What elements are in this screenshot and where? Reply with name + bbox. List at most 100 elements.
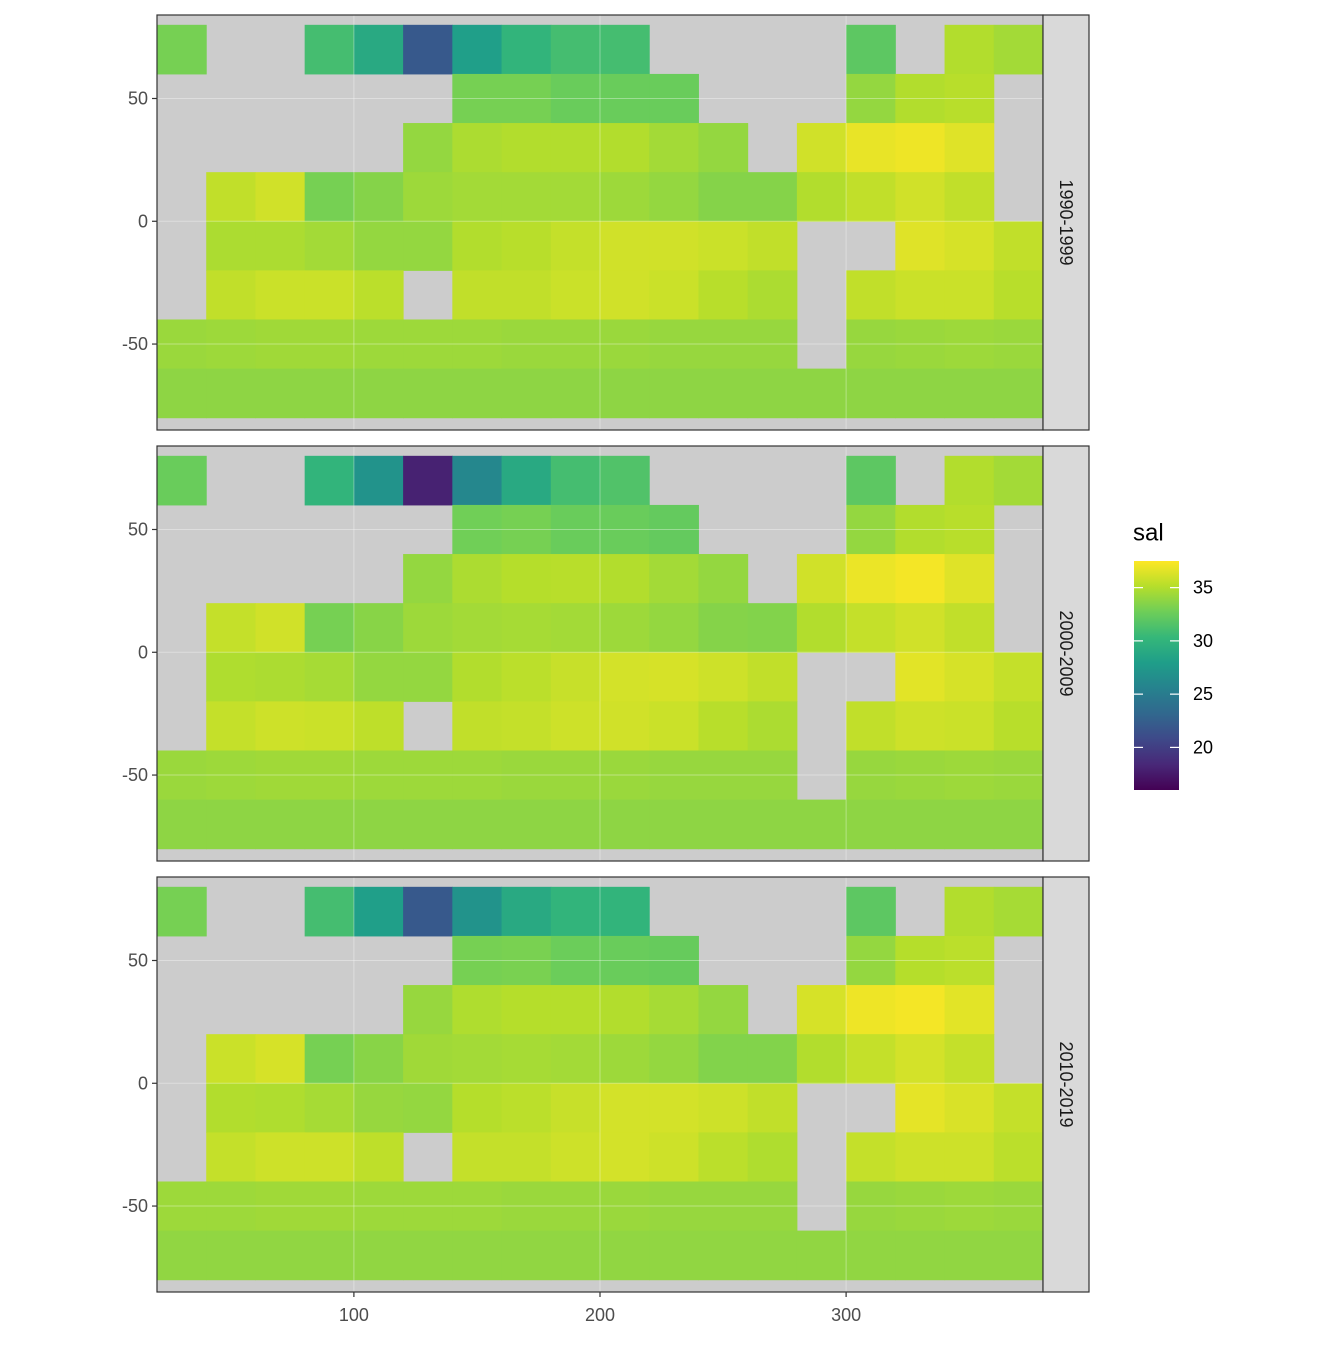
cell bbox=[698, 319, 749, 370]
cell bbox=[304, 750, 355, 801]
cell bbox=[895, 603, 946, 653]
cell bbox=[501, 799, 552, 850]
cell bbox=[993, 221, 1043, 271]
cell bbox=[993, 368, 1043, 419]
cell bbox=[846, 1181, 896, 1232]
cell bbox=[403, 985, 453, 1035]
cell bbox=[796, 554, 847, 604]
cell bbox=[353, 221, 404, 271]
cell bbox=[550, 123, 601, 173]
cell bbox=[944, 24, 995, 75]
cell bbox=[550, 504, 601, 555]
cell bbox=[157, 455, 207, 506]
cell bbox=[895, 172, 946, 222]
cell bbox=[403, 1034, 453, 1084]
cell bbox=[698, 603, 749, 653]
cell bbox=[304, 270, 355, 320]
cell bbox=[747, 799, 798, 850]
cell bbox=[255, 701, 306, 751]
cell bbox=[255, 1034, 306, 1084]
cell bbox=[993, 1132, 1043, 1182]
cell bbox=[452, 1132, 503, 1182]
cell bbox=[944, 603, 995, 653]
y-tick-label: -50 bbox=[122, 1196, 148, 1216]
cell bbox=[993, 886, 1043, 937]
cell bbox=[846, 368, 896, 419]
y-tick-label: 0 bbox=[138, 211, 148, 231]
cell bbox=[895, 221, 946, 271]
cell bbox=[550, 1230, 601, 1281]
cell bbox=[304, 1230, 355, 1281]
cell bbox=[403, 455, 453, 506]
cell bbox=[550, 172, 601, 222]
cell bbox=[255, 270, 306, 320]
cell bbox=[501, 73, 552, 124]
cell bbox=[206, 799, 256, 850]
cell bbox=[649, 799, 699, 850]
cell bbox=[895, 750, 946, 801]
cell bbox=[747, 701, 798, 751]
cell bbox=[206, 319, 256, 370]
cell bbox=[550, 985, 601, 1035]
cell bbox=[501, 1181, 552, 1232]
cell bbox=[747, 1181, 798, 1232]
cell bbox=[255, 172, 306, 222]
cell bbox=[157, 799, 207, 850]
cell bbox=[206, 270, 256, 320]
cell bbox=[255, 1181, 306, 1232]
cell bbox=[304, 1034, 355, 1084]
cell bbox=[944, 504, 995, 555]
cell bbox=[501, 172, 552, 222]
raster bbox=[157, 886, 1043, 1281]
cell bbox=[403, 1083, 453, 1133]
colorbar bbox=[1134, 561, 1179, 790]
cell bbox=[452, 172, 503, 222]
cell bbox=[157, 750, 207, 801]
cell bbox=[796, 172, 847, 222]
cell bbox=[846, 799, 896, 850]
cell bbox=[846, 1034, 896, 1084]
cell bbox=[353, 1083, 404, 1133]
x-tick-label: 300 bbox=[831, 1305, 861, 1325]
cell bbox=[452, 123, 503, 173]
cell bbox=[403, 319, 453, 370]
cell bbox=[600, 368, 650, 419]
cell bbox=[206, 368, 256, 419]
cell bbox=[452, 504, 503, 555]
cell bbox=[895, 935, 946, 986]
cell bbox=[649, 1083, 699, 1133]
cell bbox=[796, 799, 847, 850]
cell bbox=[304, 368, 355, 419]
cell bbox=[649, 603, 699, 653]
cell bbox=[255, 799, 306, 850]
legend-tick-label: 20 bbox=[1193, 737, 1213, 757]
cell bbox=[846, 886, 896, 937]
cell bbox=[600, 886, 650, 937]
cell bbox=[353, 319, 404, 370]
cell bbox=[353, 1230, 404, 1281]
cell bbox=[501, 701, 552, 751]
cell bbox=[353, 455, 404, 506]
cell bbox=[846, 73, 896, 124]
cell bbox=[895, 554, 946, 604]
cell bbox=[698, 270, 749, 320]
cell bbox=[206, 1132, 256, 1182]
cell bbox=[944, 886, 995, 937]
cell bbox=[698, 1083, 749, 1133]
cell bbox=[649, 319, 699, 370]
legend-tick-label: 30 bbox=[1193, 631, 1213, 651]
cell bbox=[747, 172, 798, 222]
cell bbox=[846, 172, 896, 222]
cell bbox=[452, 368, 503, 419]
cell bbox=[600, 319, 650, 370]
cell bbox=[846, 1230, 896, 1281]
cell bbox=[501, 24, 552, 75]
cell bbox=[944, 985, 995, 1035]
cell bbox=[550, 221, 601, 271]
cell bbox=[550, 701, 601, 751]
cell bbox=[255, 652, 306, 702]
cell bbox=[747, 603, 798, 653]
cell bbox=[698, 221, 749, 271]
x-tick-label: 100 bbox=[339, 1305, 369, 1325]
